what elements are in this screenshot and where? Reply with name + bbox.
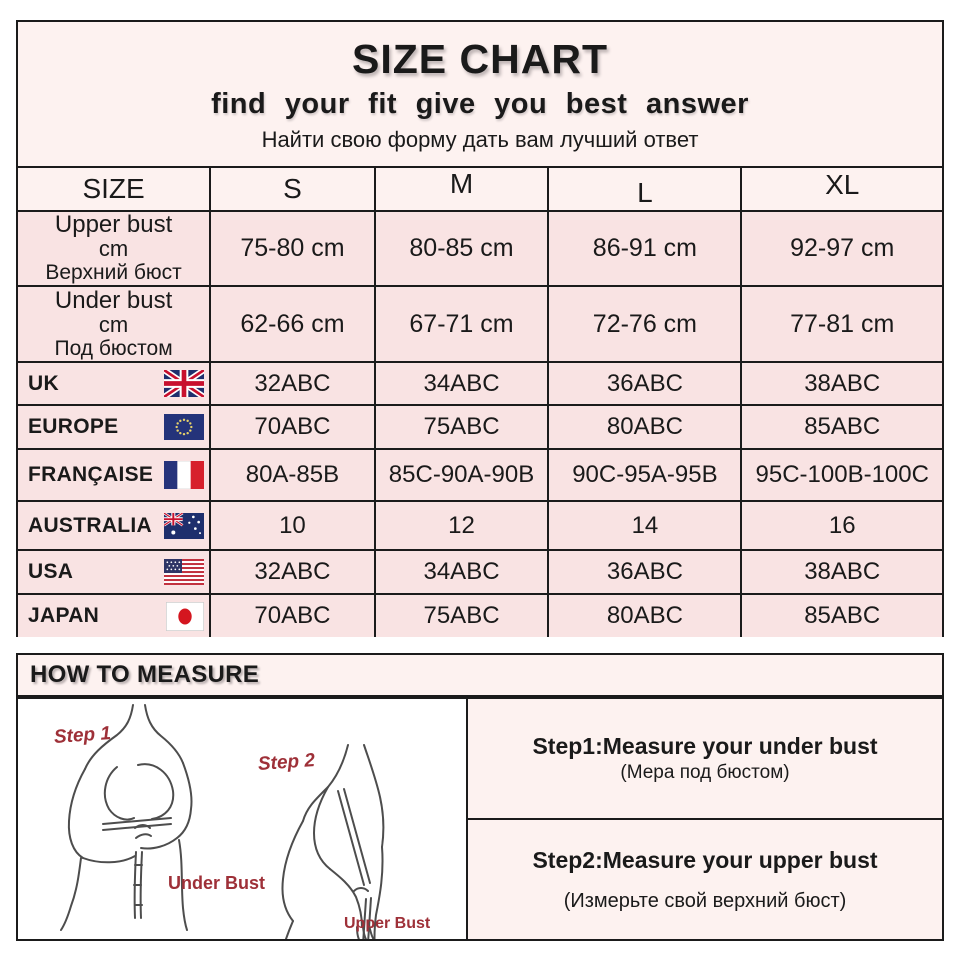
country-row: FRANÇAISE 80A-85B 85C-90A-90B 90C-95A-95B 95… [18, 448, 942, 503]
size-value-cell: 95C-100B-100C [740, 448, 942, 503]
upper-bust-label: Upper Bust [344, 915, 431, 932]
size-value-cell: 85ABC [740, 593, 942, 638]
size-value-cell: 80A-85B [209, 448, 376, 503]
step2-title: Step2:Measure your upper bust [532, 846, 878, 873]
usa-flag [164, 559, 205, 586]
measure-steps-panel: Step1:Measure your under bust (Мера под … [466, 697, 944, 941]
country-row: JAPAN 70ABC 75ABC 80ABC 85ABC [18, 593, 942, 638]
size-value-cell: 75-80 cm [209, 209, 376, 288]
size-value-cell: 38ABC [740, 361, 942, 407]
country-row: AUSTRALIA 10 12 14 16 [18, 500, 942, 552]
france-flag [164, 461, 205, 490]
step1-title: Step1:Measure your under bust [532, 733, 878, 759]
size-header-row: SIZE S M L XL [18, 166, 942, 212]
size-value-cell: 70ABC [209, 593, 376, 638]
measure-row: Under bust cm Под бюстом 62-66 cm 67-71 cm 72… [18, 285, 942, 364]
country-name: AUSTRALIA [28, 513, 153, 537]
uk-flag [164, 370, 205, 398]
title-area: SIZE CHART find your fit give you best a… [18, 22, 942, 166]
size-value-cell: 86-91 cm [547, 209, 743, 288]
country-label-cell: USA [18, 549, 212, 596]
how-to-measure-band: HOW TO MEASURE [16, 653, 944, 697]
size-value-cell: 16 [740, 500, 942, 552]
size-header-cell: S [209, 166, 376, 212]
subtitle-russian: Найти свою форму дать вам лучший ответ [261, 127, 699, 152]
size-value-cell: 80ABC [547, 593, 743, 638]
size-value-cell: 62-66 cm [209, 285, 376, 364]
country-name: FRANÇAISE [28, 463, 154, 487]
country-label-cell: AUSTRALIA [18, 500, 212, 552]
size-value-cell: 72-76 cm [547, 285, 743, 364]
size-header-cell: L [547, 166, 743, 212]
measure-label-line: cm [98, 311, 129, 337]
country-row: UK 32ABC 34ABC 36ABC 38ABC [18, 361, 942, 407]
size-value-cell: 36ABC [547, 361, 743, 407]
size-value-cell: 90C-95A-95B [547, 448, 743, 503]
measurement-diagram-panel: Step 1 Step 2 Under Bust Upper Bust [16, 697, 468, 941]
eu-flag [164, 414, 205, 441]
size-value-cell: 10 [209, 500, 376, 552]
measure-label-line: cm [98, 236, 129, 262]
country-name: USA [28, 560, 74, 584]
size-value-cell: 80ABC [547, 404, 743, 451]
measure-label-cell: Under bust cm Под бюстом [18, 285, 212, 364]
size-header-cell: XL [740, 166, 942, 212]
country-label-cell: UK [18, 361, 212, 407]
country-row: USA 32ABC 34ABC 36ABC 38ABC [18, 549, 942, 596]
country-label-cell: JAPAN [18, 593, 212, 638]
step2-subtitle-russian: (Измерьте свой верхний бюст) [563, 889, 847, 912]
page-title: SIZE CHART [352, 36, 608, 82]
size-chart-table: SIZE S M L XL Upper bust cm Верхний бюст 75… [18, 166, 942, 638]
country-name: EUROPE [28, 415, 119, 439]
size-value-cell: 75ABC [373, 404, 550, 451]
size-value-cell: 85ABC [740, 404, 942, 451]
measure-label-line: Верхний бюст [45, 261, 182, 285]
country-label-cell: EUROPE [18, 404, 212, 451]
measure-row: Upper bust cm Верхний бюст 75-80 cm 80-85 cm… [18, 209, 942, 288]
measure-label-line: Under bust [54, 286, 173, 314]
size-header-cell: M [373, 166, 550, 212]
size-value-cell: 34ABC [373, 549, 550, 596]
country-label-cell: FRANÇAISE [18, 448, 212, 503]
size-value-cell: 67-71 cm [373, 285, 550, 364]
subtitle-english: find your fit give you best answer [211, 88, 749, 120]
size-value-cell: 77-81 cm [740, 285, 942, 364]
size-value-cell: 32ABC [209, 549, 376, 596]
step1-diagram-label: Step 1 [53, 723, 112, 748]
size-header-cell: SIZE [18, 166, 212, 212]
measure-label-line: Под бюстом [54, 337, 173, 361]
size-value-cell: 14 [547, 500, 743, 552]
size-value-cell: 75ABC [373, 593, 550, 638]
step1-subtitle-russian: (Мера под бюстом) [620, 762, 790, 783]
size-value-cell: 92-97 cm [740, 209, 942, 288]
step2-diagram-label: Step 2 [257, 750, 316, 775]
how-to-measure-title: HOW TO MEASURE [30, 661, 260, 688]
under-bust-label: Under Bust [168, 873, 266, 893]
measure-label-cell: Upper bust cm Верхний бюст [18, 209, 212, 288]
japan-flag [166, 601, 205, 631]
measure-label-line: Upper bust [54, 211, 173, 238]
country-row: EUROPE 70ABC 75ABC 80ABC 85ABC [18, 404, 942, 451]
size-value-cell: 70ABC [209, 404, 376, 451]
australia-flag [164, 512, 205, 539]
country-name: UK [28, 371, 59, 395]
size-value-cell: 34ABC [373, 361, 550, 407]
size-value-cell: 85C-90A-90B [373, 448, 550, 503]
step1-cell: Step1:Measure your under bust (Мера под … [468, 699, 942, 820]
country-name: JAPAN [28, 604, 100, 628]
step2-cell: Step2:Measure your upper bust (Измерьте … [468, 820, 942, 939]
size-value-cell: 36ABC [547, 549, 743, 596]
size-value-cell: 12 [373, 500, 550, 552]
size-chart-panel: SIZE CHART find your fit give you best a… [16, 20, 944, 638]
size-value-cell: 80-85 cm [373, 209, 550, 288]
measurement-illustration [60, 704, 385, 939]
size-value-cell: 38ABC [740, 549, 942, 596]
size-value-cell: 32ABC [209, 361, 376, 407]
